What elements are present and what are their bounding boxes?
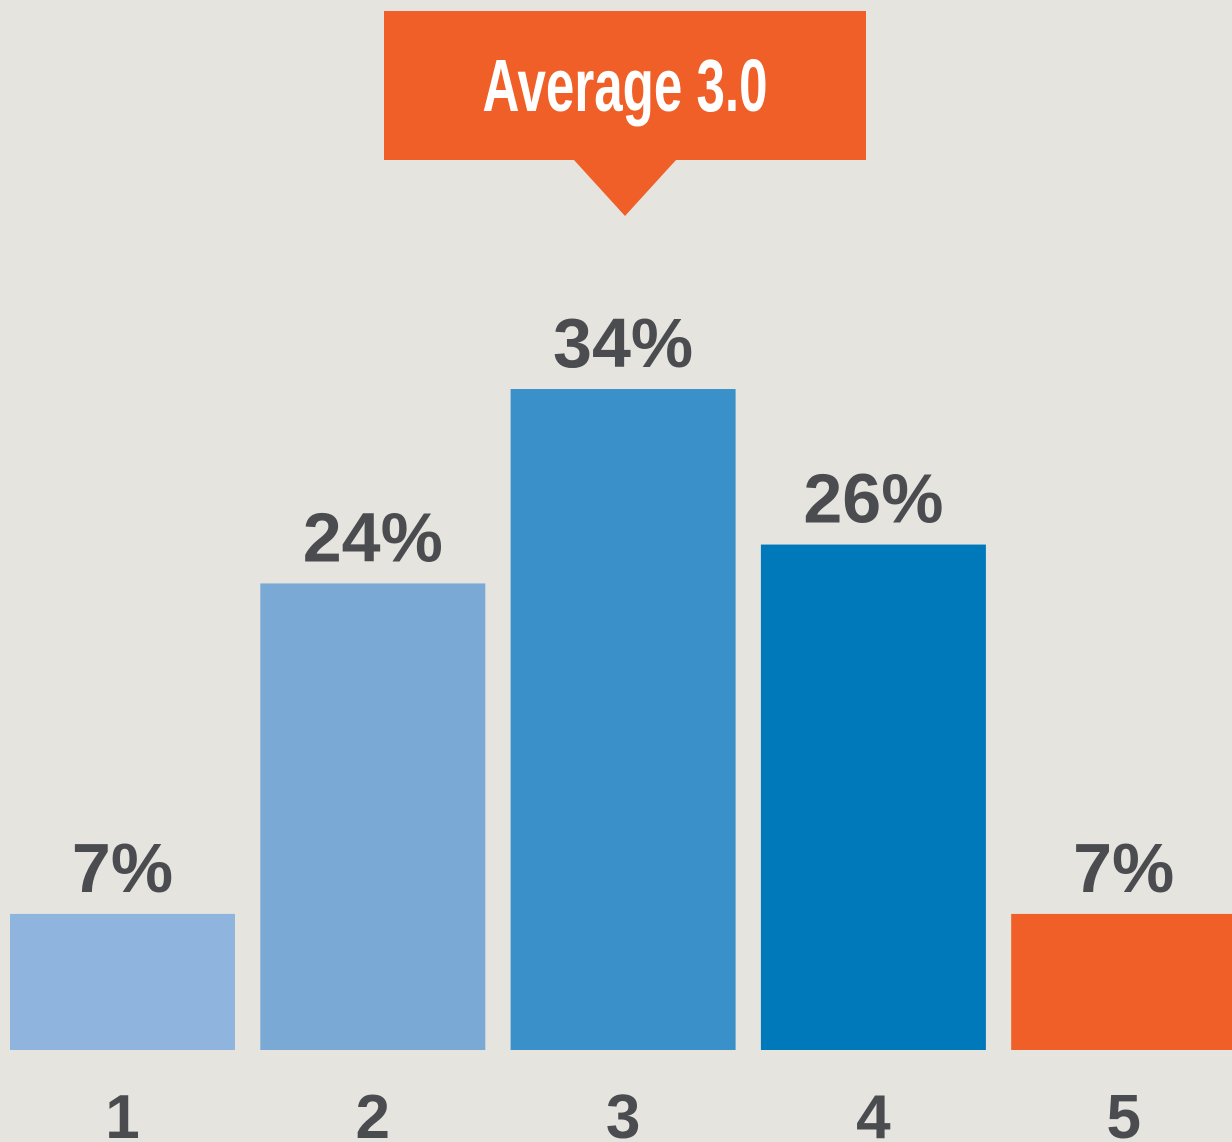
annotation-callout xyxy=(384,11,866,216)
annotation: Average 3.0 xyxy=(483,44,768,127)
bar xyxy=(510,389,736,1050)
x-tick-label: 5 xyxy=(1106,1083,1140,1142)
bar xyxy=(260,583,486,1050)
x-tick-label: 3 xyxy=(606,1083,640,1142)
value-label: 7% xyxy=(72,829,173,907)
value-label: 34% xyxy=(553,304,693,382)
bar xyxy=(10,913,235,1050)
bar xyxy=(760,544,986,1050)
x-tick-label: 2 xyxy=(356,1083,390,1142)
x-tick-label: 4 xyxy=(856,1083,891,1142)
bar xyxy=(1011,913,1232,1050)
value-label: 7% xyxy=(1073,829,1174,907)
x-tick-label: 1 xyxy=(105,1083,139,1142)
value-label: 26% xyxy=(803,460,943,538)
value-label: 24% xyxy=(303,498,443,576)
